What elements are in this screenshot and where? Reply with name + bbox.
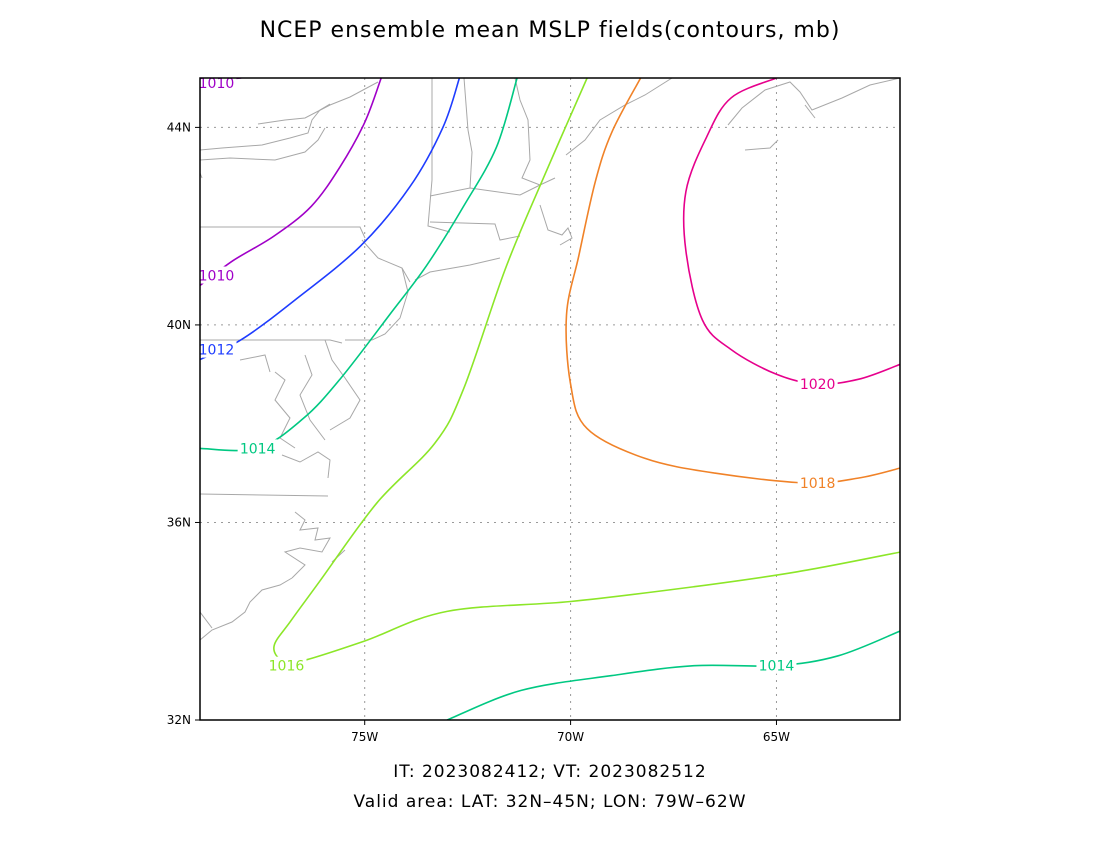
coastline-borders [200, 78, 900, 641]
contour-label: 1016 [269, 659, 305, 675]
pei [804, 104, 816, 119]
contour-label-bg [266, 656, 307, 674]
long-island [414, 257, 501, 281]
nc-coast [200, 577, 293, 641]
ny-vt-border [427, 78, 451, 233]
pamlico-sound [283, 511, 331, 579]
lake-erie-shore [200, 103, 331, 151]
lat-tick-label: 44N [167, 120, 191, 134]
contour-label-bg [797, 375, 838, 393]
maine-coast [565, 78, 673, 156]
axis-ticks: 32N 36N 40N 44N 75W 70W 65W [167, 120, 790, 744]
nova-scotia [727, 78, 900, 126]
lake-ontario-shore [200, 127, 326, 161]
contour-label: 1020 [800, 377, 836, 393]
ny-pa-border [200, 226, 366, 239]
contour-1020 [682, 78, 900, 386]
contour-1016 [273, 78, 900, 664]
contour-label: 1012 [199, 343, 235, 359]
lon-tick-label: 75W [351, 730, 378, 744]
contour-1018 [565, 78, 900, 484]
lat-tick-label: 36N [167, 515, 191, 529]
contour-label: 1014 [240, 441, 276, 457]
contour-label-bg [756, 656, 797, 674]
contour-label-bg [196, 266, 237, 284]
contour-1014 [200, 78, 518, 452]
area-info: Valid area: LAT: 32N–45N; LON: 79W–62W [353, 792, 747, 812]
bay-of-fundy [744, 139, 779, 151]
contour-label-bg [196, 340, 237, 358]
contour-label: 1010 [199, 269, 235, 285]
contour-label: 1018 [800, 476, 836, 492]
delaware-bay [324, 339, 361, 431]
ct-ri-border [429, 221, 521, 241]
lon-tick-label: 70W [557, 730, 584, 744]
contour-label: 1014 [759, 659, 795, 675]
lat-tick-label: 40N [167, 318, 191, 332]
vt-nh-border [463, 78, 473, 189]
nh-me-border [514, 78, 541, 186]
lake-ontario-north [257, 81, 379, 125]
sc-coast-inlet [200, 611, 213, 629]
ma-border [429, 177, 556, 197]
mslp-contours [200, 78, 900, 720]
nj-coast [345, 267, 409, 341]
potomac [239, 354, 271, 373]
contour-labels: 1010 1010 1012 1014 1014 1016 1018 1020 [196, 73, 838, 675]
contour-1014 [446, 630, 900, 720]
lon-tick-label: 65W [763, 730, 790, 744]
contour-1012 [200, 78, 461, 361]
contour-label-bg [797, 473, 838, 491]
va-coast [281, 451, 331, 479]
map-title: NCEP ensemble mean MSLP fields(contours,… [259, 18, 841, 43]
contour-1010 [200, 78, 382, 287]
lat-tick-label: 32N [167, 713, 191, 727]
contour-label: 1010 [199, 76, 235, 92]
cape-cod [539, 204, 573, 246]
time-info: IT: 2023082412; VT: 2023082512 [393, 762, 707, 782]
contour-label-bg [237, 439, 278, 457]
plot-frame [199, 77, 901, 721]
chesapeake-east [274, 371, 296, 449]
va-nc-border [200, 493, 329, 497]
grid-lines [200, 78, 900, 720]
pa-md-border [200, 339, 343, 344]
pa-nj-border [361, 239, 411, 283]
chesapeake-west [299, 354, 326, 441]
